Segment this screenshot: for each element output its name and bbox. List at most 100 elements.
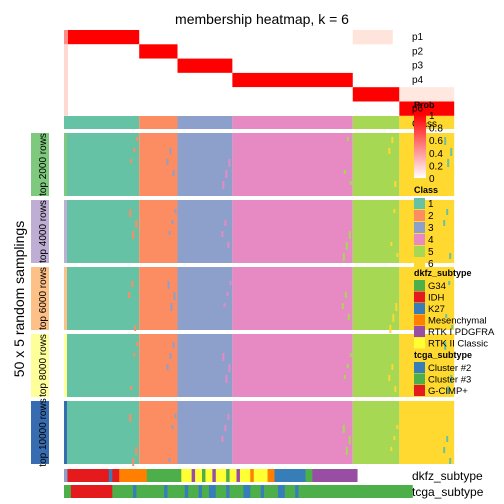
class-block [67,401,140,464]
speckle [393,436,396,440]
prob-row-high [399,101,455,116]
row-group-label: top 4000 rows [38,200,49,263]
annotation-cell [229,469,237,482]
annotation-cell [236,469,241,482]
class-block [399,401,455,464]
legend-swatch [414,373,425,385]
legend-label: 1 [428,199,434,210]
annotation-cell [305,469,313,482]
annotation-cell [243,485,251,498]
speckle [128,292,131,298]
speckle [394,386,397,392]
speckle [388,375,391,381]
annotation-cell [264,485,279,498]
speckle [167,281,170,289]
speckle [134,325,137,331]
annotation-track-label: tcga_subtype [412,485,484,499]
annotation-cell [181,469,192,482]
legend-swatch [414,314,425,326]
speckle [132,231,135,239]
speckle [172,170,175,176]
speckle [342,425,345,433]
legend-label: 5 [428,247,434,258]
speckle [346,137,349,141]
speckle [449,253,452,259]
speckle [229,281,232,285]
annotation-cell [167,485,186,498]
legend-label: Mesenchymal [428,316,487,327]
legend-title: tcga_subtype [414,350,472,360]
row-group-label: top 2000 rows [38,133,49,196]
class-block [399,267,455,330]
legend-label: Cluster #3 [428,375,471,386]
speckle [221,436,224,442]
legend-swatch [414,303,425,314]
speckle [174,414,177,418]
annotation-cell [64,485,72,498]
speckle [349,353,352,357]
row-group-stripe [64,267,67,330]
speckle [447,386,450,394]
speckle [227,414,230,420]
speckle [133,353,136,357]
speckle [342,253,345,261]
speckle [388,148,391,154]
speckle [390,447,393,451]
speckle [446,209,449,215]
speckle [391,137,394,143]
class-block [67,334,140,397]
row-group-label: top 6000 rows [38,267,49,330]
legend-label: 4 [428,235,434,246]
annotation-cell [191,469,196,482]
annotation-cell [202,485,210,498]
annotation-cell [312,469,358,482]
speckle [223,303,226,307]
prob-row-bg [64,30,409,45]
class-track-cell [399,116,455,129]
class-block [139,267,178,330]
speckle [444,137,447,145]
row-group-band [31,200,49,263]
class-track-cell [139,116,178,129]
speckle [451,325,454,329]
probability-heatmap: p1p2p3p4p5p6 [64,30,455,116]
speckle [393,209,396,213]
class-block [177,334,233,397]
annotation-tracks: dkfz_subtype tcga_subtype [64,469,484,499]
class-block [352,267,400,330]
legend-label: 6 [428,259,434,270]
row-group-stripe [64,133,67,196]
prob-tint [64,30,68,116]
class-block [177,267,233,330]
speckle [341,303,344,309]
prob-tint [352,30,393,45]
legend-title: Prob [414,100,435,110]
speckle [170,303,173,311]
speckle [135,220,138,228]
legend-label: Cluster #2 [428,363,471,374]
speckle [169,353,172,359]
speckle [450,375,453,383]
annotation-cell [70,485,113,498]
speckle [166,159,169,165]
legend-swatch [414,246,425,257]
y-axis-label: 50 x 5 random samplings [11,221,27,377]
speckle [168,231,171,235]
prob-row-bg [64,101,409,116]
annotation-cell [298,485,413,498]
annotation-cell [226,469,230,482]
speckle [129,209,132,217]
prob-tick-label: 0.8 [429,124,443,135]
class-block [232,401,353,464]
speckle [343,375,346,379]
speckle [224,220,227,226]
class-block [352,401,400,464]
row-group-band [31,133,49,196]
annotation-cell [284,485,296,498]
annotation-cell [253,469,268,482]
speckle [345,447,348,455]
speckle [173,292,176,300]
row-group-band [31,334,49,397]
prob-row-label: p6 [412,104,424,115]
